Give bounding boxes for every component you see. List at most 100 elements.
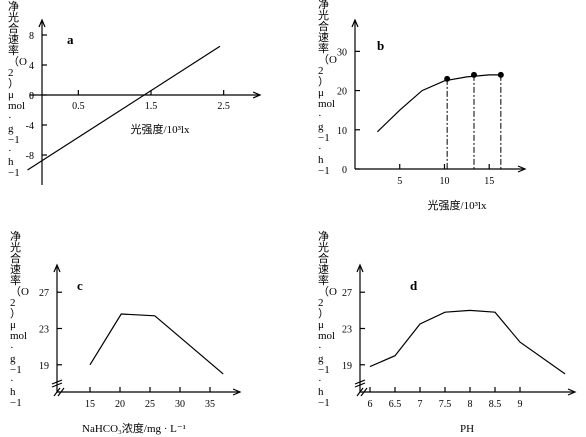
y-axis-title-part: （O bbox=[10, 285, 29, 298]
panel-label: d bbox=[410, 278, 418, 293]
y-axis-title-part: 2 bbox=[318, 297, 324, 309]
y-axis-title-part: · bbox=[8, 145, 12, 157]
y-axis-title-part: 合 bbox=[10, 251, 21, 265]
y-axis-title-part: 合 bbox=[318, 251, 329, 265]
y-axis-title-part: 光 bbox=[318, 240, 329, 254]
y-tick-label: -4 bbox=[26, 121, 34, 132]
x-axis-arrow bbox=[232, 388, 242, 396]
y-axis-title-part: μ bbox=[8, 89, 14, 101]
x-tick-label: 7 bbox=[418, 399, 423, 410]
y-axis-title-part: 2 bbox=[318, 65, 324, 77]
data-point bbox=[497, 71, 504, 78]
y-tick-label: 4 bbox=[29, 61, 34, 72]
x-axis-break bbox=[360, 387, 368, 397]
x-tick-label: 5 bbox=[397, 176, 402, 187]
y-axis-title-part: 净 bbox=[318, 229, 329, 243]
panel-a: 840-4-800.5 1.5 2.5a光强度/10³lx净光合速率（O2）μmol… bbox=[8, 0, 262, 185]
x-axis-break bbox=[53, 387, 61, 397]
y-axis-title-part: −1 bbox=[318, 364, 330, 376]
x-tick-label: 9 bbox=[518, 399, 523, 410]
y-axis-title-part: h bbox=[318, 154, 324, 166]
data-point bbox=[471, 71, 477, 78]
y-axis-title-part: g bbox=[8, 123, 14, 135]
y-axis-title-part: −1 bbox=[318, 165, 330, 177]
y-axis-title-part: ） bbox=[318, 307, 329, 320]
x-tick-label: 15 bbox=[85, 399, 95, 410]
x-tick-label: 25 bbox=[145, 399, 155, 410]
y-axis-title-part: 率 bbox=[10, 273, 21, 287]
x-axis-arrow bbox=[517, 165, 527, 173]
x-tick-label: 10 bbox=[439, 176, 449, 187]
y-axis-title-part: 净 bbox=[8, 0, 19, 13]
y-axis-title-part: −1 bbox=[318, 397, 330, 409]
panel-label: b bbox=[377, 38, 384, 53]
y-axis-title-part: μ bbox=[318, 87, 324, 99]
y-axis-title-part: ） bbox=[10, 307, 21, 320]
y-axis-title-part: −1 bbox=[8, 134, 20, 146]
y-axis-title-part: 光 bbox=[10, 240, 21, 254]
y-axis-title-part: · bbox=[318, 110, 322, 122]
y-tick-label: 23 bbox=[39, 325, 49, 336]
x-tick-label: 20 bbox=[115, 399, 125, 410]
x-axis-title: 光强度/10³lx bbox=[131, 122, 190, 136]
y-tick-label: 0 bbox=[29, 91, 34, 102]
y-axis-break bbox=[354, 382, 366, 388]
y-axis-title-part: mol bbox=[318, 330, 335, 342]
y-axis-title-part: g bbox=[10, 353, 16, 365]
x-axis-title: NaHCO₃浓度/mg · L⁻¹ bbox=[82, 421, 186, 435]
x-tick-label: 6.5 bbox=[389, 399, 402, 410]
x-axis-title: 光强度/10³lx bbox=[428, 198, 487, 212]
y-axis-title-part: μ bbox=[318, 319, 324, 331]
y-axis-title-part: h bbox=[8, 156, 14, 168]
y-axis-title-part: 率 bbox=[8, 43, 19, 57]
panel-label: c bbox=[77, 278, 83, 293]
y-axis-title-part: −1 bbox=[318, 132, 330, 144]
y-tick-label: 20 bbox=[337, 87, 347, 98]
series-line bbox=[369, 309, 566, 375]
x-axis-title: PH bbox=[460, 423, 474, 435]
data-point bbox=[444, 75, 451, 82]
x-axis-arrow bbox=[252, 91, 262, 99]
y-axis-title-part: · bbox=[318, 375, 322, 387]
y-tick-label: 30 bbox=[337, 47, 347, 58]
y-axis-title-part: 净 bbox=[318, 0, 329, 11]
y-axis-title-part: 2 bbox=[10, 297, 16, 309]
y-tick-label: 27 bbox=[342, 288, 352, 299]
x-tick-label: 15 bbox=[484, 176, 494, 187]
y-axis-title-part: 率 bbox=[318, 41, 329, 55]
y-axis-arrow bbox=[53, 263, 61, 273]
x-axis-arrow bbox=[567, 388, 577, 396]
y-axis-title-part: h bbox=[318, 386, 324, 398]
y-axis-title-part: −1 bbox=[10, 364, 22, 376]
x-tick-label: 7.5 bbox=[439, 399, 452, 410]
y-axis-arrow bbox=[38, 18, 46, 28]
y-axis-title-part: 速 bbox=[318, 31, 329, 44]
y-axis-title-part: 合 bbox=[8, 21, 19, 35]
x-tick-label: 6 bbox=[368, 399, 373, 410]
x-tick-label: 8 bbox=[468, 399, 473, 410]
y-tick-label: 19 bbox=[39, 361, 49, 372]
y-axis-title-part: · bbox=[8, 112, 12, 124]
x-tick-label: 35 bbox=[205, 399, 215, 410]
y-axis-title-part: 光 bbox=[318, 8, 329, 22]
y-axis-title-part: · bbox=[318, 143, 322, 155]
panel-label: a bbox=[67, 32, 74, 47]
series-line bbox=[376, 74, 501, 133]
y-axis-title-part: g bbox=[318, 353, 324, 365]
y-axis-title-part: · bbox=[10, 342, 14, 354]
y-tick-label: -8 bbox=[26, 151, 34, 162]
series-line bbox=[27, 45, 221, 171]
y-axis-arrow bbox=[356, 263, 364, 273]
y-axis-break bbox=[51, 382, 63, 388]
y-tick-label: 23 bbox=[342, 325, 352, 336]
y-axis-title-part: （O bbox=[318, 285, 337, 298]
y-tick-label: 8 bbox=[29, 31, 34, 42]
y-tick-label: 10 bbox=[337, 126, 347, 137]
y-axis-title-part: （O bbox=[8, 55, 27, 68]
y-tick-label: 19 bbox=[342, 361, 352, 372]
y-axis-title-part: 净 bbox=[10, 229, 21, 243]
y-tick-label: 0 bbox=[29, 91, 34, 102]
